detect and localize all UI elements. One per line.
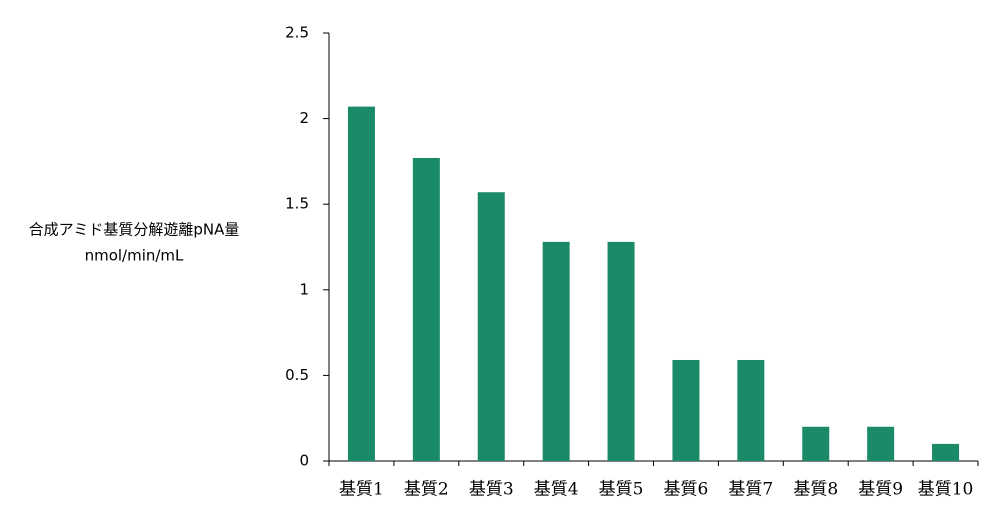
bar <box>607 241 635 461</box>
y-axis-label: nmol/min/mL <box>85 247 184 265</box>
y-tick-label: 1 <box>299 280 309 298</box>
x-tick-label: 基質6 <box>664 480 709 500</box>
bar <box>477 192 505 461</box>
y-tick-label: 1.5 <box>285 195 309 213</box>
x-tick-label: 基質5 <box>599 480 644 500</box>
x-tick-label: 基質10 <box>918 480 974 500</box>
x-tick-label: 基質2 <box>404 480 449 500</box>
y-tick-label: 2.5 <box>285 24 309 42</box>
bar <box>412 157 440 461</box>
bar <box>932 443 960 461</box>
x-tick-label: 基質8 <box>793 480 838 500</box>
x-tick-label: 基質4 <box>534 480 579 500</box>
x-tick-label: 基質1 <box>339 480 384 500</box>
y-tick-label: 2 <box>299 109 309 127</box>
y-axis-label: 合成アミド基質分解遊離pNA量 <box>29 221 240 239</box>
bar <box>737 359 765 461</box>
x-tick-label: 基質3 <box>469 480 514 500</box>
y-tick-label: 0.5 <box>285 366 309 384</box>
y-tick-label: 0 <box>299 452 309 470</box>
bar <box>802 426 830 461</box>
x-tick-label: 基質7 <box>728 480 773 500</box>
bar <box>347 106 375 461</box>
x-tick-label: 基質9 <box>858 480 903 500</box>
bar <box>672 359 700 461</box>
bar <box>867 426 895 461</box>
bar <box>542 241 570 461</box>
